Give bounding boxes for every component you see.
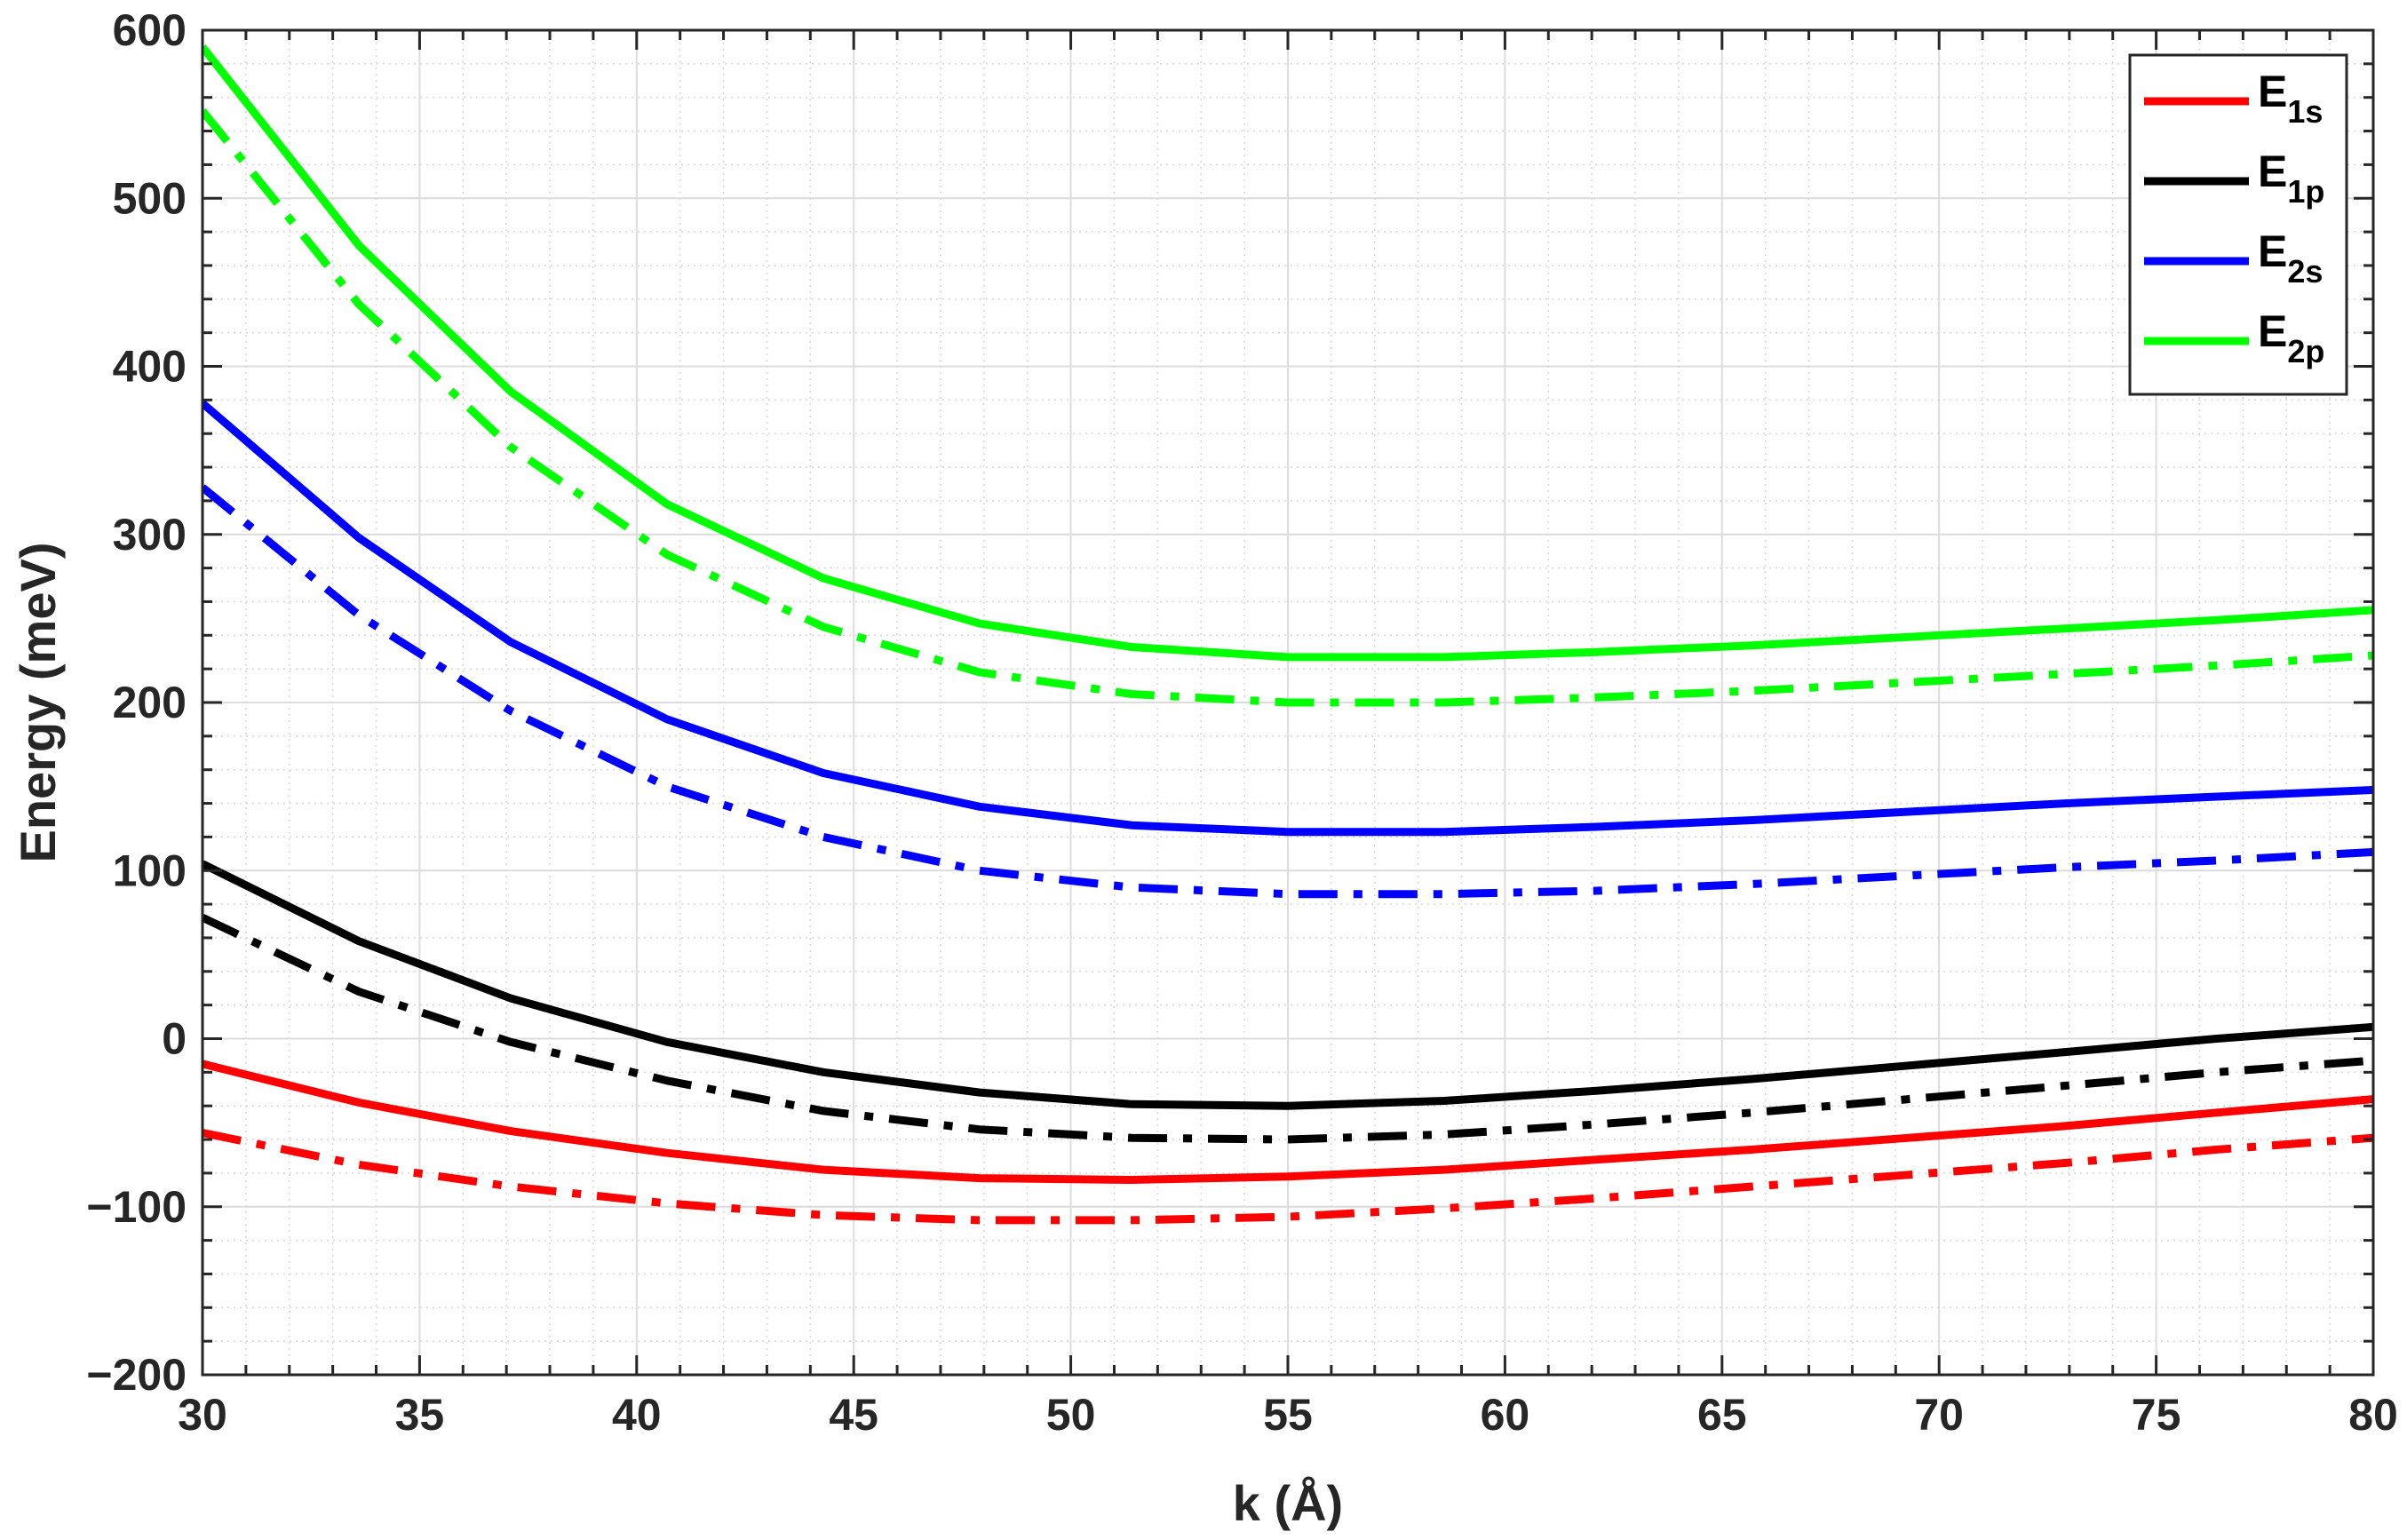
x-tick-label: 45 xyxy=(829,1390,878,1440)
legend-entry: E1s xyxy=(2258,67,2323,130)
y-tick-label: 200 xyxy=(113,678,187,727)
y-tick-label: −100 xyxy=(86,1182,187,1232)
x-axis-label: k (Å) xyxy=(1233,1475,1343,1531)
y-tick-label: 300 xyxy=(113,510,187,560)
y-axis-label: Energy (meV) xyxy=(10,543,66,863)
legend: E1s E1p E2s E2p xyxy=(2128,53,2348,396)
x-tick-label: 80 xyxy=(2348,1390,2398,1440)
series-line-dashdot-7 xyxy=(203,107,2373,707)
x-tick-label: 55 xyxy=(1263,1390,1313,1440)
x-tick-label: 35 xyxy=(395,1390,445,1440)
legend-entry: E2s xyxy=(2258,226,2323,290)
legend-entry: E2p xyxy=(2258,306,2324,369)
series-line-dashdot-1 xyxy=(203,1129,2373,1225)
x-tick-label: 65 xyxy=(1697,1390,1747,1440)
series-line-1p xyxy=(203,860,2373,1110)
y-tick-label: 600 xyxy=(113,5,187,55)
series-line-2p xyxy=(203,44,2373,662)
series-lines xyxy=(203,44,2373,1225)
x-tick-label: 70 xyxy=(1914,1390,1964,1440)
axis-ticks xyxy=(201,28,2375,1377)
y-tick-label: 0 xyxy=(162,1014,187,1064)
y-tick-label: 100 xyxy=(113,845,187,895)
y-tick-label: 500 xyxy=(113,173,187,223)
y-tick-label: 400 xyxy=(113,342,187,392)
y-tick-labels: −200 −100 0 100 200 300 400 500 600 xyxy=(86,5,187,1400)
x-tick-label: 30 xyxy=(178,1390,227,1440)
x-tick-label: 60 xyxy=(1481,1390,1530,1440)
series-line-dashdot-3 xyxy=(203,914,2373,1144)
x-tick-label: 40 xyxy=(612,1390,662,1440)
x-tick-label: 75 xyxy=(2132,1390,2181,1440)
x-tick-label: 50 xyxy=(1046,1390,1096,1440)
y-tick-label: −200 xyxy=(86,1350,187,1400)
series-line-1s xyxy=(203,1060,2373,1184)
series-line-2s xyxy=(203,400,2373,837)
x-tick-labels: 30 35 40 45 50 55 60 65 70 75 80 xyxy=(178,1390,2398,1440)
legend-entry: E1p xyxy=(2258,147,2324,210)
